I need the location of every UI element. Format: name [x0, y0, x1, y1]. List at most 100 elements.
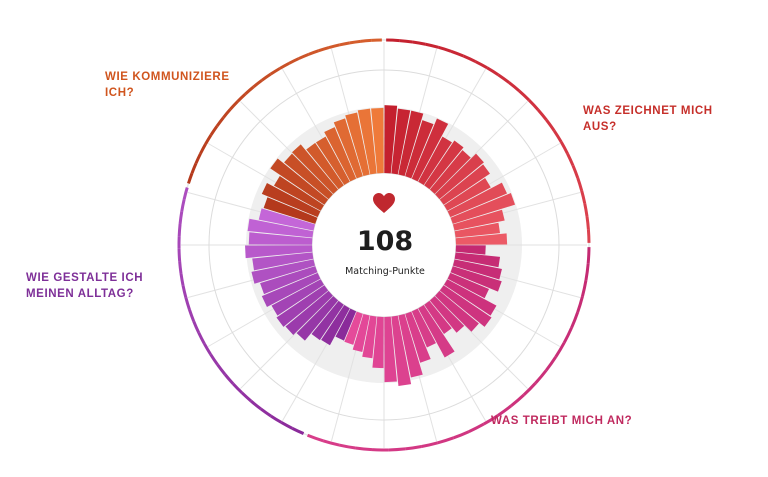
- ring-arc-1: [450, 49, 465, 58]
- ring-arc-2: [570, 311, 580, 329]
- ring-arc-1: [518, 89, 531, 102]
- ring-arc-4: [278, 61, 290, 70]
- ring-arc-4: [236, 92, 247, 103]
- bar-1-8: [429, 150, 471, 194]
- matching-score: 108: [356, 226, 414, 257]
- ring-arc-2: [355, 446, 373, 452]
- ring-arc-3: [177, 248, 182, 262]
- category-label-wie-kommuniziere-ich: WIE KOMMUNIZIERE ICH?: [105, 71, 230, 99]
- ring-arc-4: [187, 172, 194, 184]
- bar-3-8: [261, 272, 321, 307]
- ring-arc-4: [308, 49, 320, 56]
- ring-arc-4: [260, 72, 272, 82]
- bar-4-1: [263, 197, 318, 224]
- bar-4-8: [315, 136, 350, 185]
- bar-3-4: [296, 296, 339, 341]
- bar-2-15: [391, 315, 412, 387]
- bar-3-5: [285, 290, 333, 336]
- center-disc: [312, 173, 456, 317]
- bar-2-19: [352, 313, 370, 353]
- grid-spoke: [434, 101, 528, 195]
- ring-arc-1: [412, 40, 426, 46]
- ring-arc-1: [486, 66, 500, 77]
- grid-spoke: [240, 101, 334, 195]
- bar-1-16: [455, 233, 508, 245]
- ring-arc-3: [259, 407, 272, 418]
- heart-icon: [373, 193, 395, 213]
- ring-arc-2: [306, 433, 324, 443]
- ring-arc-3: [179, 273, 185, 286]
- ring-arc-3: [240, 391, 253, 403]
- ring-arc-1: [571, 164, 580, 179]
- ring-arc-1: [545, 119, 556, 132]
- ring-arc-4: [244, 85, 255, 96]
- ring-arc-3: [178, 261, 183, 274]
- bar-2-1: [455, 245, 486, 255]
- bar-3-10: [251, 259, 316, 284]
- ring-arc-4: [318, 46, 330, 53]
- ring-arc-1: [497, 73, 510, 84]
- bar-3-12: [245, 245, 313, 259]
- bar-4-6: [292, 144, 339, 194]
- bar-1-11: [444, 178, 491, 211]
- ring-arc-2: [522, 382, 537, 396]
- bar-1-9: [435, 153, 484, 200]
- bar-4-12: [357, 108, 377, 175]
- ring-arc-3: [184, 297, 191, 311]
- ring-arc-4: [194, 152, 202, 164]
- grid-spoke: [240, 295, 334, 389]
- bar-1-5: [411, 118, 449, 182]
- bar-4-3: [273, 175, 324, 211]
- bar-1-12: [447, 182, 508, 218]
- ring-arc-1: [438, 45, 452, 53]
- ring-arc-3: [209, 353, 219, 366]
- ring-arc-4: [328, 43, 340, 49]
- ring-arc-4: [209, 125, 219, 136]
- ring-arc-4: [252, 79, 263, 89]
- bar-1-7: [424, 140, 464, 190]
- bar-4-10: [333, 118, 363, 179]
- bar-2-9: [429, 296, 465, 333]
- bar-2-11: [418, 305, 455, 358]
- ring-arc-3: [250, 399, 262, 410]
- ring-arc-1: [425, 42, 439, 49]
- ring-arc-4: [269, 67, 281, 76]
- bar-4-7: [306, 142, 344, 190]
- ring-arc-1: [462, 54, 477, 63]
- chart-bars: [245, 105, 516, 387]
- ring-arc-4: [360, 38, 372, 43]
- ring-arc-3: [270, 414, 283, 424]
- ring-arc-1: [386, 38, 400, 43]
- bar-3-7: [271, 279, 324, 316]
- ring-arc-1: [586, 229, 591, 243]
- ring-arc-2: [584, 263, 590, 281]
- bar-2-12: [411, 308, 436, 348]
- ring-arc-2: [562, 327, 573, 344]
- ring-arc-2: [388, 447, 406, 452]
- bar-3-6: [276, 285, 329, 327]
- ring-arc-3: [203, 342, 212, 356]
- bar-2-8: [435, 290, 479, 332]
- ring-arc-1: [399, 39, 413, 44]
- bar-3-14: [247, 218, 314, 238]
- bar-2-7: [439, 285, 492, 327]
- bar-3-15: [258, 208, 316, 231]
- bar-2-17: [372, 316, 384, 369]
- bar-2-18: [362, 315, 377, 359]
- category-label-wie-gestalte-ich-meinen-alltag: WIE GESTALTE ICH MEINEN ALLTAG?: [26, 272, 144, 300]
- bar-2-20: [344, 311, 363, 345]
- bar-4-4: [270, 158, 329, 205]
- ring-arc-2: [322, 439, 340, 447]
- bar-1-1: [384, 105, 398, 174]
- ring-arc-3: [291, 427, 305, 435]
- bar-1-15: [454, 222, 501, 238]
- bar-2-3: [452, 259, 502, 280]
- bar-1-14: [452, 209, 505, 231]
- ring-arc-2: [545, 356, 558, 372]
- ring-arc-2: [468, 422, 485, 433]
- ring-arc-1: [536, 108, 548, 121]
- ring-arc-4: [349, 39, 361, 45]
- bar-2-5: [447, 272, 490, 299]
- bar-4-9: [324, 127, 357, 182]
